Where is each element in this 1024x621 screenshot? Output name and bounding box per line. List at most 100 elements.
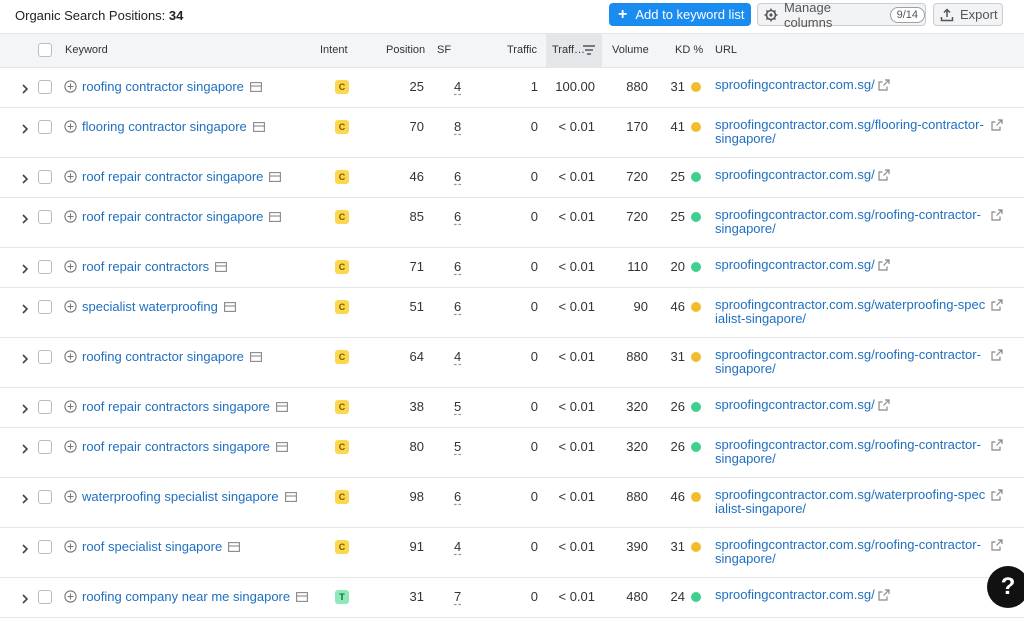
expand-row-button[interactable] — [20, 592, 30, 604]
keyword-link[interactable]: flooring contractor singapore — [82, 119, 247, 134]
url-link[interactable]: sproofingcontractor.com.sg/ — [715, 397, 875, 412]
row-checkbox[interactable] — [38, 490, 52, 504]
expand-row-button[interactable] — [20, 402, 30, 414]
add-keyword-button[interactable] — [64, 210, 82, 223]
url-link[interactable]: sproofingcontractor.com.sg/ — [715, 257, 875, 272]
row-checkbox[interactable] — [38, 210, 52, 224]
open-url-button[interactable] — [991, 119, 1003, 131]
expand-row-button[interactable] — [20, 172, 30, 184]
row-checkbox[interactable] — [38, 350, 52, 364]
open-url-button[interactable] — [991, 209, 1003, 221]
keyword-link[interactable]: roofing contractor singapore — [82, 79, 244, 94]
sf-link[interactable]: 8 — [454, 119, 462, 134]
sf-link[interactable]: 7 — [454, 589, 462, 604]
open-url-button[interactable] — [991, 489, 1003, 501]
row-checkbox[interactable] — [38, 590, 52, 604]
column-header-url[interactable]: URL — [715, 44, 738, 56]
row-checkbox[interactable] — [38, 540, 52, 554]
sf-link[interactable]: 5 — [454, 399, 462, 414]
select-all-checkbox[interactable] — [38, 43, 52, 57]
expand-row-button[interactable] — [20, 212, 30, 224]
open-url-button[interactable] — [878, 589, 890, 601]
add-keyword-button[interactable] — [64, 400, 82, 413]
add-keyword-button[interactable] — [64, 490, 82, 503]
sf-link[interactable]: 4 — [454, 79, 462, 94]
keyword-link[interactable]: roof specialist singapore — [82, 539, 223, 554]
expand-row-button[interactable] — [20, 82, 30, 94]
column-header-position[interactable]: Position — [386, 44, 426, 56]
expand-row-button[interactable] — [20, 302, 30, 314]
url-link[interactable]: sproofingcontractor.com.sg/roofing-contr… — [715, 207, 981, 236]
sf-link[interactable]: 4 — [454, 539, 462, 554]
url-link[interactable]: sproofingcontractor.com.sg/roofing-contr… — [715, 437, 981, 466]
open-url-button[interactable] — [878, 259, 890, 271]
sf-link[interactable]: 6 — [454, 169, 462, 184]
keyword-link[interactable]: roofing company near me singapore — [82, 589, 291, 604]
expand-row-button[interactable] — [20, 542, 30, 554]
url-link[interactable]: sproofingcontractor.com.sg/ — [715, 167, 875, 182]
add-keyword-button[interactable] — [64, 300, 82, 313]
keyword-link[interactable]: specialist waterproofing — [82, 299, 218, 314]
add-keyword-button[interactable] — [64, 440, 82, 453]
row-checkbox[interactable] — [38, 300, 52, 314]
add-keyword-button[interactable] — [64, 80, 82, 93]
export-button[interactable]: Export — [933, 3, 1003, 26]
column-header-keyword[interactable]: Keyword — [65, 44, 108, 56]
add-keyword-button[interactable] — [64, 170, 82, 183]
sf-link[interactable]: 5 — [454, 439, 462, 454]
column-header-traffic-percent[interactable]: Traff… — [546, 34, 602, 67]
expand-row-button[interactable] — [20, 122, 30, 134]
help-button[interactable]: ? — [987, 566, 1024, 608]
keyword-link[interactable]: roof repair contractors singapore — [82, 399, 270, 414]
expand-row-button[interactable] — [20, 442, 30, 454]
sf-link[interactable]: 6 — [454, 209, 462, 224]
column-header-volume[interactable]: Volume — [612, 44, 649, 56]
keyword-link[interactable]: roofing contractor singapore — [82, 349, 244, 364]
sf-link[interactable]: 4 — [454, 349, 462, 364]
keyword-cell: roofing company near me singapore — [64, 589, 309, 604]
add-keyword-button[interactable] — [64, 120, 82, 133]
sf-link[interactable]: 6 — [454, 299, 462, 314]
url-link[interactable]: sproofingcontractor.com.sg/roofing-contr… — [715, 537, 981, 566]
column-header-kd[interactable]: KD % — [675, 44, 704, 56]
open-url-button[interactable] — [991, 539, 1003, 551]
add-keyword-button[interactable] — [64, 260, 82, 273]
keyword-link[interactable]: roof repair contractor singapore — [82, 169, 264, 184]
row-checkbox[interactable] — [38, 170, 52, 184]
url-link[interactable]: sproofingcontractor.com.sg/ — [715, 587, 875, 602]
url-link[interactable]: sproofingcontractor.com.sg/ — [715, 77, 875, 92]
row-checkbox[interactable] — [38, 120, 52, 134]
open-url-button[interactable] — [878, 169, 890, 181]
traffic-value: 0 — [530, 169, 538, 184]
add-keyword-button[interactable] — [64, 540, 82, 553]
keyword-link[interactable]: roof repair contractors — [82, 259, 210, 274]
expand-row-button[interactable] — [20, 492, 30, 504]
add-keyword-button[interactable] — [64, 590, 82, 603]
row-checkbox[interactable] — [38, 440, 52, 454]
column-header-intent[interactable]: Intent — [320, 44, 348, 56]
row-checkbox[interactable] — [38, 400, 52, 414]
column-header-traffic[interactable]: Traffic — [507, 44, 537, 56]
open-url-button[interactable] — [991, 349, 1003, 361]
add-to-keyword-list-button[interactable]: + Add to keyword list — [609, 3, 751, 26]
sf-link[interactable]: 6 — [454, 489, 462, 504]
expand-row-button[interactable] — [20, 262, 30, 274]
open-url-button[interactable] — [991, 299, 1003, 311]
row-checkbox[interactable] — [38, 80, 52, 94]
url-link[interactable]: sproofingcontractor.com.sg/waterproofing… — [715, 487, 986, 516]
url-link[interactable]: sproofingcontractor.com.sg/flooring-cont… — [715, 117, 984, 146]
url-link[interactable]: sproofingcontractor.com.sg/waterproofing… — [715, 297, 986, 326]
expand-row-button[interactable] — [20, 352, 30, 364]
url-link[interactable]: sproofingcontractor.com.sg/roofing-contr… — [715, 347, 981, 376]
row-checkbox[interactable] — [38, 260, 52, 274]
column-header-sf[interactable]: SF — [437, 44, 452, 56]
keyword-link[interactable]: waterproofing specialist singapore — [82, 489, 279, 504]
add-keyword-button[interactable] — [64, 350, 82, 363]
open-url-button[interactable] — [878, 79, 890, 91]
keyword-link[interactable]: roof repair contractor singapore — [82, 209, 264, 224]
sf-link[interactable]: 6 — [454, 259, 462, 274]
manage-columns-button[interactable]: Manage columns 9/14 — [757, 0, 926, 30]
open-url-button[interactable] — [878, 399, 890, 411]
keyword-link[interactable]: roof repair contractors singapore — [82, 439, 270, 454]
open-url-button[interactable] — [991, 439, 1003, 451]
